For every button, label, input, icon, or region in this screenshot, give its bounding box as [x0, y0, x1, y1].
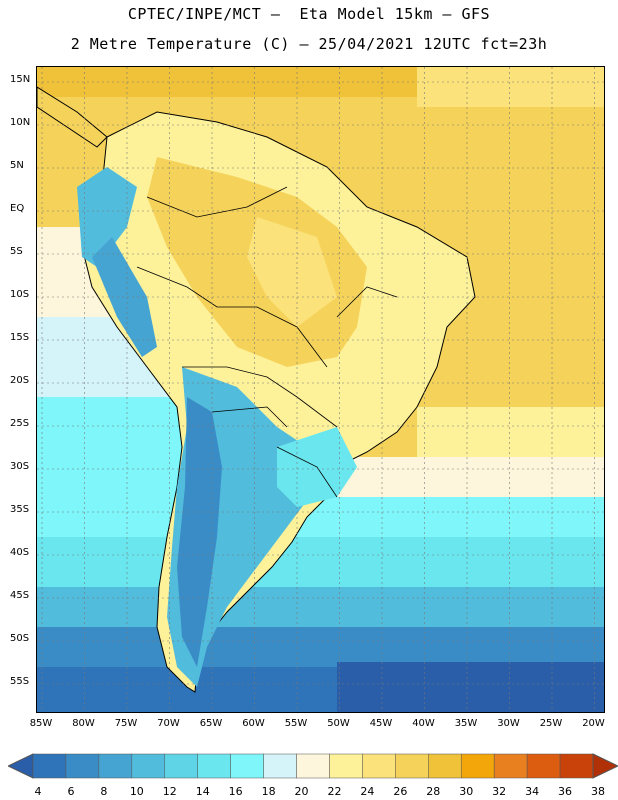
lon-label: 75W — [114, 718, 138, 729]
colorbar-swatch — [493, 753, 528, 779]
northern-andes — [77, 167, 137, 267]
colorbar-swatch — [32, 753, 67, 779]
lon-label: 80W — [72, 718, 95, 729]
lon-label: 55W — [284, 718, 308, 729]
title-line-2: 2 Metre Temperature (C) – 25/04/2021 12U… — [70, 35, 548, 53]
colorbar-swatch — [362, 753, 396, 779]
temperature-map[interactable] — [36, 66, 605, 713]
lon-label: 30W — [497, 718, 520, 729]
andes-cold — [177, 397, 222, 667]
lon-label: 40W — [412, 718, 435, 729]
colorbar-label: 24 — [360, 785, 375, 798]
lon-label: 50W — [327, 718, 350, 729]
pacific-cool-1 — [37, 397, 187, 537]
colorbar-swatch — [230, 753, 264, 779]
lat-label: 10S — [10, 289, 30, 300]
colorbar-label: 6 — [67, 785, 75, 798]
central-brazil — [247, 217, 337, 327]
lat-label: 35S — [10, 504, 30, 515]
lat-label: 55S — [10, 676, 30, 687]
central-america — [37, 86, 108, 148]
colorbar-swatch — [559, 753, 594, 779]
lat-label: 20S — [10, 375, 30, 386]
colorbar-swatch — [460, 753, 495, 779]
lat-label: EQ — [10, 203, 25, 214]
lon-label: 70W — [157, 718, 180, 729]
lon-label: 65W — [199, 718, 223, 729]
colorbar-left-arrow — [8, 753, 34, 779]
title-line-1: CPTEC/INPE/MCT – Eta Model 15km – GFS — [127, 5, 491, 23]
andes-north — [92, 237, 157, 357]
lat-label: 30S — [10, 461, 30, 472]
colorbar-label: 30 — [459, 785, 474, 798]
cool-band-3 — [37, 627, 604, 667]
colorbar-label: 12 — [162, 785, 177, 798]
lon-label: 20W — [582, 718, 605, 729]
lon-label: 25W — [539, 718, 563, 729]
colorbar-label: 22 — [327, 785, 342, 798]
lon-label: 45W — [369, 718, 393, 729]
lat-label: 45S — [10, 590, 30, 601]
colorbar-label: 20 — [294, 785, 309, 798]
colorbar-label: 8 — [100, 785, 108, 798]
subtropical-ocean-2 — [337, 457, 604, 497]
colorbar-label: 32 — [492, 785, 507, 798]
colorbar-swatch — [98, 753, 133, 779]
colorbar-swatch — [164, 753, 198, 779]
colorbar-label: 18 — [261, 785, 276, 798]
lon-label: 35W — [454, 718, 478, 729]
colorbar-right-arrow — [592, 753, 618, 779]
cold-band-se — [337, 662, 604, 712]
colorbar-label: 10 — [129, 785, 144, 798]
colorbar — [8, 753, 618, 779]
colorbar-swatch — [329, 753, 363, 779]
colorbar-swatch — [428, 753, 462, 779]
colorbar-label: 38 — [591, 785, 605, 798]
cool-band-1 — [37, 537, 604, 587]
lat-label: 15S — [10, 332, 30, 343]
colorbar-label: 26 — [393, 785, 408, 798]
colorbar-swatch — [131, 753, 166, 779]
lat-label: 15N — [10, 74, 31, 85]
lat-label: 25S — [10, 418, 30, 429]
colorbar-swatch — [197, 753, 231, 779]
lat-label: 5N — [10, 160, 24, 171]
lon-label: 60W — [242, 718, 265, 729]
colorbar-label: 4 — [34, 785, 42, 798]
colorbar-swatch — [526, 753, 561, 779]
lat-label: 50S — [10, 633, 30, 644]
colorbar-swatch — [395, 753, 429, 779]
colorbar-label: 16 — [228, 785, 243, 798]
colorbar-label: 28 — [426, 785, 441, 798]
colorbar-label: 34 — [525, 785, 540, 798]
lat-label: 10N — [10, 117, 31, 128]
map-svg — [37, 67, 604, 712]
colorbar-label: 14 — [195, 785, 210, 798]
cool-band-2 — [37, 587, 604, 627]
colorbar-label: 36 — [558, 785, 573, 798]
lon-label: 85W — [29, 718, 53, 729]
colorbar-swatch — [296, 753, 330, 779]
lat-label: 5S — [10, 246, 23, 257]
lat-label: 40S — [10, 547, 30, 558]
tropical-ocean-ne — [417, 67, 604, 107]
colorbar-swatch — [263, 753, 297, 779]
colorbar-swatch — [65, 753, 100, 779]
